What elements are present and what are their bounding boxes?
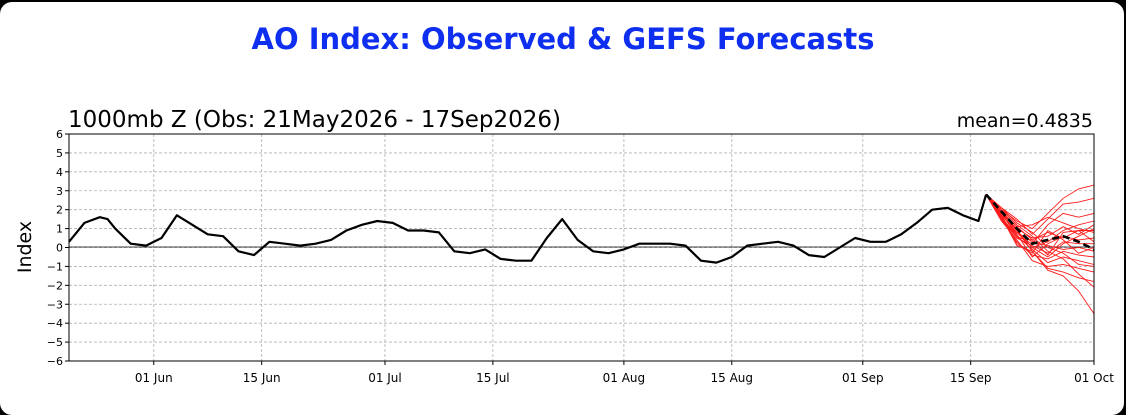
ensemble-member-line [985,194,1095,265]
y-tick-label: 4 [56,166,63,179]
ensemble-members [985,184,1095,314]
y-tick-label: −5 [47,336,63,349]
y-tick-label: 3 [56,185,63,198]
x-ticks: 01 Jun 15 Jun 01 Jul 15 Jul 01 Aug 15 Aug 01 S… [135,361,1114,385]
y-tick-label: −4 [47,317,63,330]
x-tick-label: 15 Sep [950,371,992,385]
y-ticks: −6 −5 −4 −3 −2 −1 0 1 2 3 4 5 6 [47,128,69,368]
y-tick-label: 5 [56,147,63,160]
y-axis-label: Index [14,221,36,273]
y-tick-label: 1 [56,223,63,236]
ensemble-member-line [985,194,1095,283]
page-title: AO Index: Observed & GEFS Forecasts [251,22,875,56]
grid [69,134,1094,361]
x-tick-label: 01 Aug [603,371,646,385]
ensemble-member-line [985,194,1095,258]
y-tick-label: 2 [56,204,63,217]
mean-label: mean=0.4835 [957,110,1093,132]
y-tick-label: 0 [56,242,63,255]
y-tick-label: −1 [47,260,63,273]
observed-series [68,193,1095,264]
ensemble-member-line [985,194,1095,254]
x-tick-label: 15 Jun [243,371,281,385]
plot-frame [68,133,1095,362]
ensemble-mean-line [985,193,1095,251]
ensemble-member-line [985,194,1095,273]
x-tick-label: 15 Jul [476,371,510,385]
observed-line [68,194,988,264]
ensemble-member-line [985,194,1095,288]
ensemble-member-line [985,194,1095,258]
ensemble-member-line [985,194,1095,267]
y-tick-label: 6 [56,128,63,141]
x-tick-label: 01 Jul [368,371,402,385]
y-tick-label: −6 [47,355,63,368]
plot-title: 1000mb Z (Obs: 21May2026 - 17Sep2026) [68,107,561,133]
ensemble-member-line [985,194,1095,235]
x-tick-label: 01 Sep [842,371,884,385]
y-tick-label: −3 [47,298,63,311]
y-tick-label: −2 [47,279,63,292]
x-tick-label: 15 Aug [711,371,754,385]
x-tick-label: 01 Oct [1074,371,1114,385]
x-tick-label: 01 Jun [135,371,173,385]
